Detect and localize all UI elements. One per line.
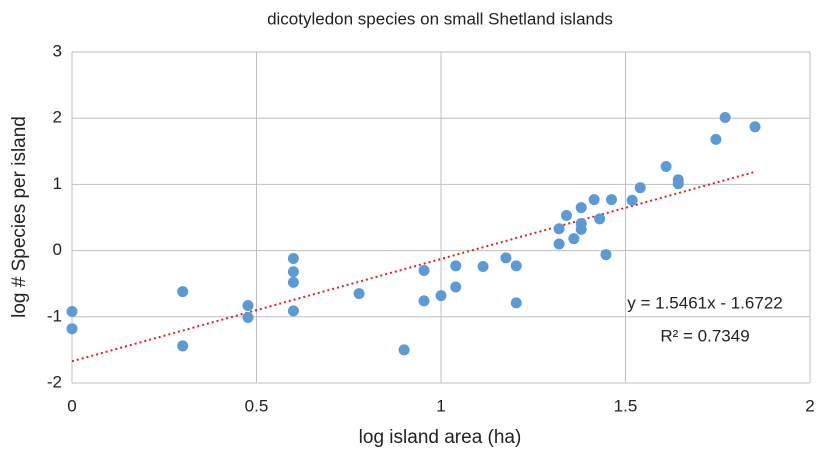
data-point [634,182,646,194]
data-point [435,290,447,302]
data-point [500,252,512,264]
annotation: R² = 0.7349 [660,326,749,345]
y-tick-label: -1 [47,306,62,325]
x-tick-label: 2 [805,396,814,415]
data-point [510,260,522,272]
x-tick-label: 0 [67,396,76,415]
data-point [477,260,489,272]
data-point [600,249,612,261]
data-point [287,253,299,265]
data-point [568,233,580,245]
data-point [418,264,430,276]
data-point [510,297,522,309]
data-point [672,178,684,190]
data-point [710,133,722,145]
data-point [605,194,617,206]
data-point [177,340,189,352]
x-axis-label: log island area (ha) [359,427,522,448]
data-point [560,210,572,222]
data-point [450,260,462,272]
annotation: y = 1.5461x - 1.6722 [627,293,782,312]
data-point [66,306,78,318]
trendline [71,170,756,363]
data-point [242,300,254,312]
data-point [353,288,365,300]
x-tick-label: 1.5 [614,396,638,415]
data-point [398,344,410,356]
x-tick-label: 0.5 [245,396,269,415]
data-point [553,238,565,250]
data-point [287,276,299,288]
data-point [242,311,254,323]
data-point [418,295,430,307]
y-tick-label: 2 [53,108,62,127]
data-point [719,112,731,124]
data-point [575,223,587,235]
data-point [450,281,462,293]
data-point [588,194,600,206]
data-point [287,266,299,278]
data-point [66,323,78,335]
x-tick-label: 1 [436,396,445,415]
y-tick-label: 1 [53,174,62,193]
y-tick-label: -2 [47,372,62,391]
data-point [626,194,638,206]
data-point [575,202,587,214]
data-point [177,286,189,298]
data-point [660,161,672,173]
y-tick-label: 3 [53,41,62,60]
data-point [594,213,606,225]
chart-title: dicotyledon species on small Shetland is… [267,9,613,28]
data-point [287,305,299,317]
y-axis-label: log # Species per island [9,116,30,318]
data-point [749,121,761,133]
y-tick-label: 0 [53,240,62,259]
data-point [553,223,565,235]
